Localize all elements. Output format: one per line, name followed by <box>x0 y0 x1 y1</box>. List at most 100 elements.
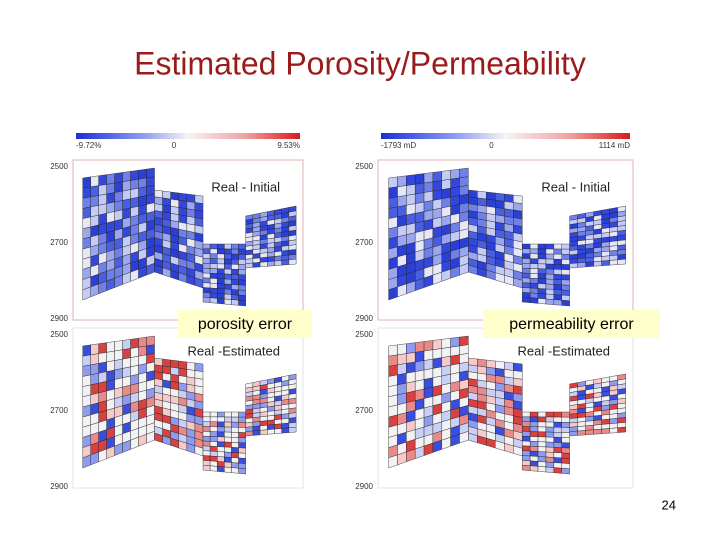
section-cell <box>231 462 239 469</box>
section-cell <box>231 248 239 255</box>
section-cell <box>146 167 155 179</box>
section-cell <box>224 411 232 418</box>
section-cell <box>281 250 290 256</box>
section-cell <box>486 191 496 201</box>
section-cell <box>553 437 562 443</box>
section-cell <box>138 336 147 348</box>
depth-tick-label: 2900 <box>50 314 68 323</box>
section-cell <box>529 253 539 260</box>
section-cell <box>224 248 232 255</box>
section-cell <box>569 426 578 432</box>
section-cell <box>561 462 570 470</box>
section-cell <box>194 202 204 212</box>
section-cell <box>178 360 188 370</box>
section-cell <box>577 257 586 264</box>
section-cell <box>224 426 232 433</box>
section-cell <box>106 350 115 363</box>
section-cell <box>217 456 225 463</box>
section-cell <box>537 441 547 448</box>
section-cell <box>267 428 275 435</box>
section-cell <box>561 468 570 475</box>
section-cell <box>217 278 225 285</box>
section-cell <box>209 411 218 418</box>
section-cell <box>522 253 531 259</box>
section-cell <box>202 277 211 284</box>
section-cell <box>522 455 531 462</box>
callout-text: porosity error <box>198 316 293 333</box>
section-cell <box>553 457 562 464</box>
section-cell <box>561 259 570 265</box>
section-cell <box>238 274 246 281</box>
section-cell <box>209 416 218 423</box>
section-cell <box>217 436 225 443</box>
section-cell <box>561 452 570 459</box>
section-cell <box>545 253 555 260</box>
section-cell <box>537 298 547 305</box>
section-cell <box>406 174 416 186</box>
section-cell <box>537 253 547 260</box>
section-cell <box>122 348 131 360</box>
section-cell <box>529 278 539 284</box>
section-cell <box>529 268 539 274</box>
section-cell <box>522 248 531 254</box>
section-cell <box>459 335 469 347</box>
section-cell <box>209 292 218 299</box>
section-cell <box>522 445 531 452</box>
section-cell <box>537 416 547 423</box>
section-cell <box>114 358 123 371</box>
section-cell <box>82 196 91 209</box>
section-cell <box>114 181 123 193</box>
section-cell <box>522 277 531 284</box>
section-cell <box>267 256 275 262</box>
section-cell <box>202 287 211 294</box>
section-cell <box>522 263 531 269</box>
section-cell <box>561 254 570 260</box>
section-cell <box>231 294 239 301</box>
section-cell <box>202 435 211 442</box>
section-cell <box>202 243 211 250</box>
section-cell <box>553 243 562 250</box>
section-cell <box>553 467 562 474</box>
section-cell <box>545 466 555 473</box>
section-cell <box>441 355 451 368</box>
section-cell <box>617 258 626 265</box>
section-cell <box>522 435 531 442</box>
section-cell <box>114 172 123 184</box>
section-cell <box>537 293 547 300</box>
section-cell <box>224 263 232 270</box>
section-cell <box>504 361 514 371</box>
section-cell <box>432 189 442 201</box>
section-cell <box>90 175 99 188</box>
section-cell <box>441 346 451 358</box>
section-cell <box>82 364 91 377</box>
section-cell <box>561 274 570 281</box>
section-cell <box>202 440 211 447</box>
section-cell <box>388 176 398 189</box>
section-cell <box>231 274 239 280</box>
section-cell <box>231 416 239 423</box>
section-cell <box>82 186 91 199</box>
section-cell <box>274 250 282 257</box>
section-cell <box>522 450 531 457</box>
section-cell <box>231 253 239 260</box>
section-cell <box>423 358 434 371</box>
section-cell <box>545 263 555 270</box>
section-cell <box>217 431 225 438</box>
section-cell <box>423 349 434 361</box>
section-cell <box>529 446 539 452</box>
section-cell <box>217 288 225 295</box>
section-cell <box>224 441 232 448</box>
section-cell <box>146 335 155 347</box>
section-cell <box>238 437 246 444</box>
section-cell <box>529 282 539 289</box>
section-cell <box>561 243 570 250</box>
colorbar-max-label: 1114 mD <box>599 141 630 150</box>
depth-tick-label: 2700 <box>355 406 373 415</box>
section-cell <box>593 256 602 262</box>
section-cell <box>529 426 539 432</box>
section-cell <box>529 441 539 447</box>
section-cell <box>231 457 239 464</box>
section-cell <box>224 431 232 438</box>
section-cell <box>537 456 547 463</box>
section-cell <box>601 428 610 434</box>
